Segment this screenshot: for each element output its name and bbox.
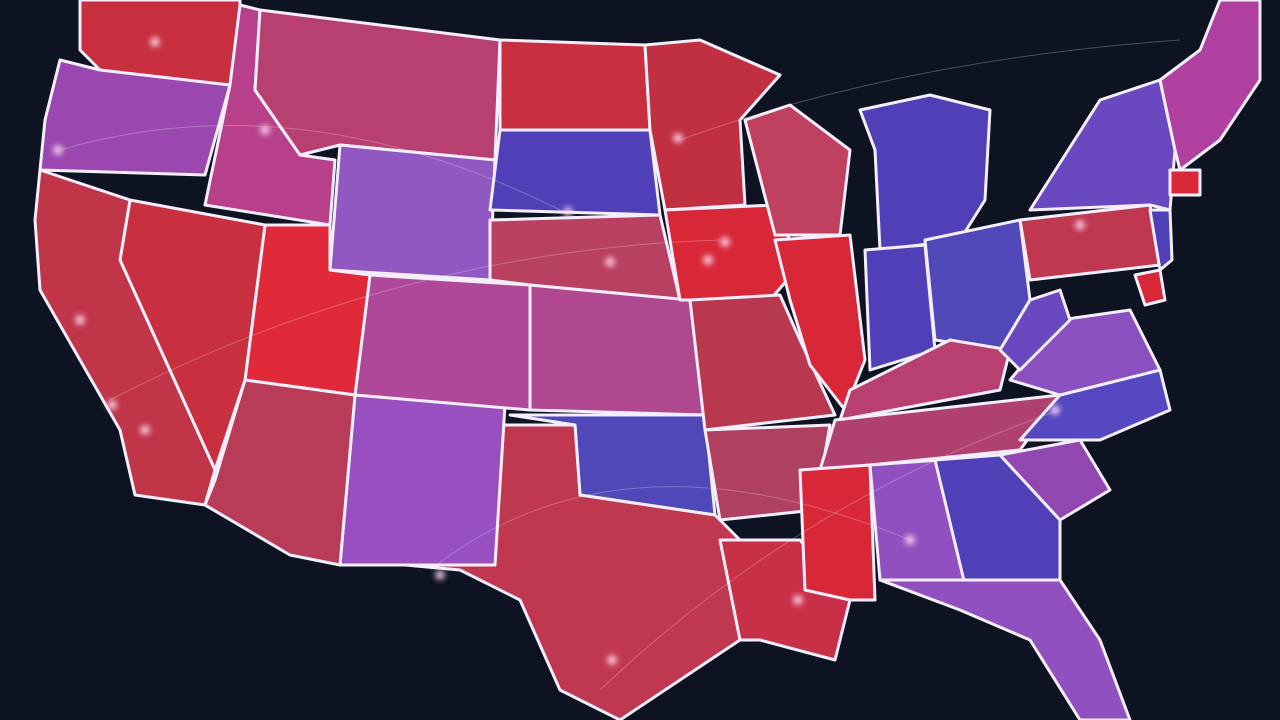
glow-dot — [703, 255, 713, 265]
glow-dot — [53, 145, 63, 155]
flow-line — [679, 39, 1181, 141]
glow-dots — [53, 37, 1085, 665]
glow-dot — [435, 570, 445, 580]
state — [338, 393, 507, 567]
glow-dot — [140, 425, 150, 435]
state — [878, 578, 1132, 720]
flow-line — [429, 486, 911, 571]
state — [528, 283, 707, 417]
glow-dot — [260, 125, 270, 135]
states — [33, 0, 1262, 720]
state — [498, 38, 652, 132]
state — [1158, 0, 1262, 172]
state — [998, 438, 1112, 522]
state — [838, 338, 1012, 422]
state — [203, 378, 357, 567]
state — [1168, 168, 1202, 197]
flow-line — [59, 125, 561, 211]
glow-dot — [720, 237, 730, 247]
state — [1148, 208, 1174, 272]
flow-line — [109, 239, 721, 401]
state — [858, 93, 992, 252]
flow-line — [599, 409, 1061, 691]
state — [1018, 203, 1162, 282]
glow-dot — [905, 535, 915, 545]
state — [643, 38, 782, 212]
glow-dot — [150, 37, 160, 47]
glow-dot — [1050, 405, 1060, 415]
glow-dot — [605, 257, 615, 267]
state — [38, 58, 232, 177]
glow-dot — [75, 315, 85, 325]
state — [328, 143, 497, 282]
state — [1018, 368, 1172, 442]
glow-dot — [793, 595, 803, 605]
glow-dot — [673, 133, 683, 143]
state — [688, 293, 837, 432]
state — [743, 103, 852, 237]
glow-dot — [607, 655, 617, 665]
glow-dot — [107, 400, 117, 410]
state — [998, 288, 1072, 372]
state — [353, 273, 532, 412]
state — [798, 463, 877, 602]
flow-lines — [59, 39, 1181, 691]
glow-dot — [563, 207, 573, 217]
state — [488, 128, 662, 217]
state — [33, 168, 217, 507]
state — [1133, 268, 1167, 307]
glow-dot — [1075, 220, 1085, 230]
